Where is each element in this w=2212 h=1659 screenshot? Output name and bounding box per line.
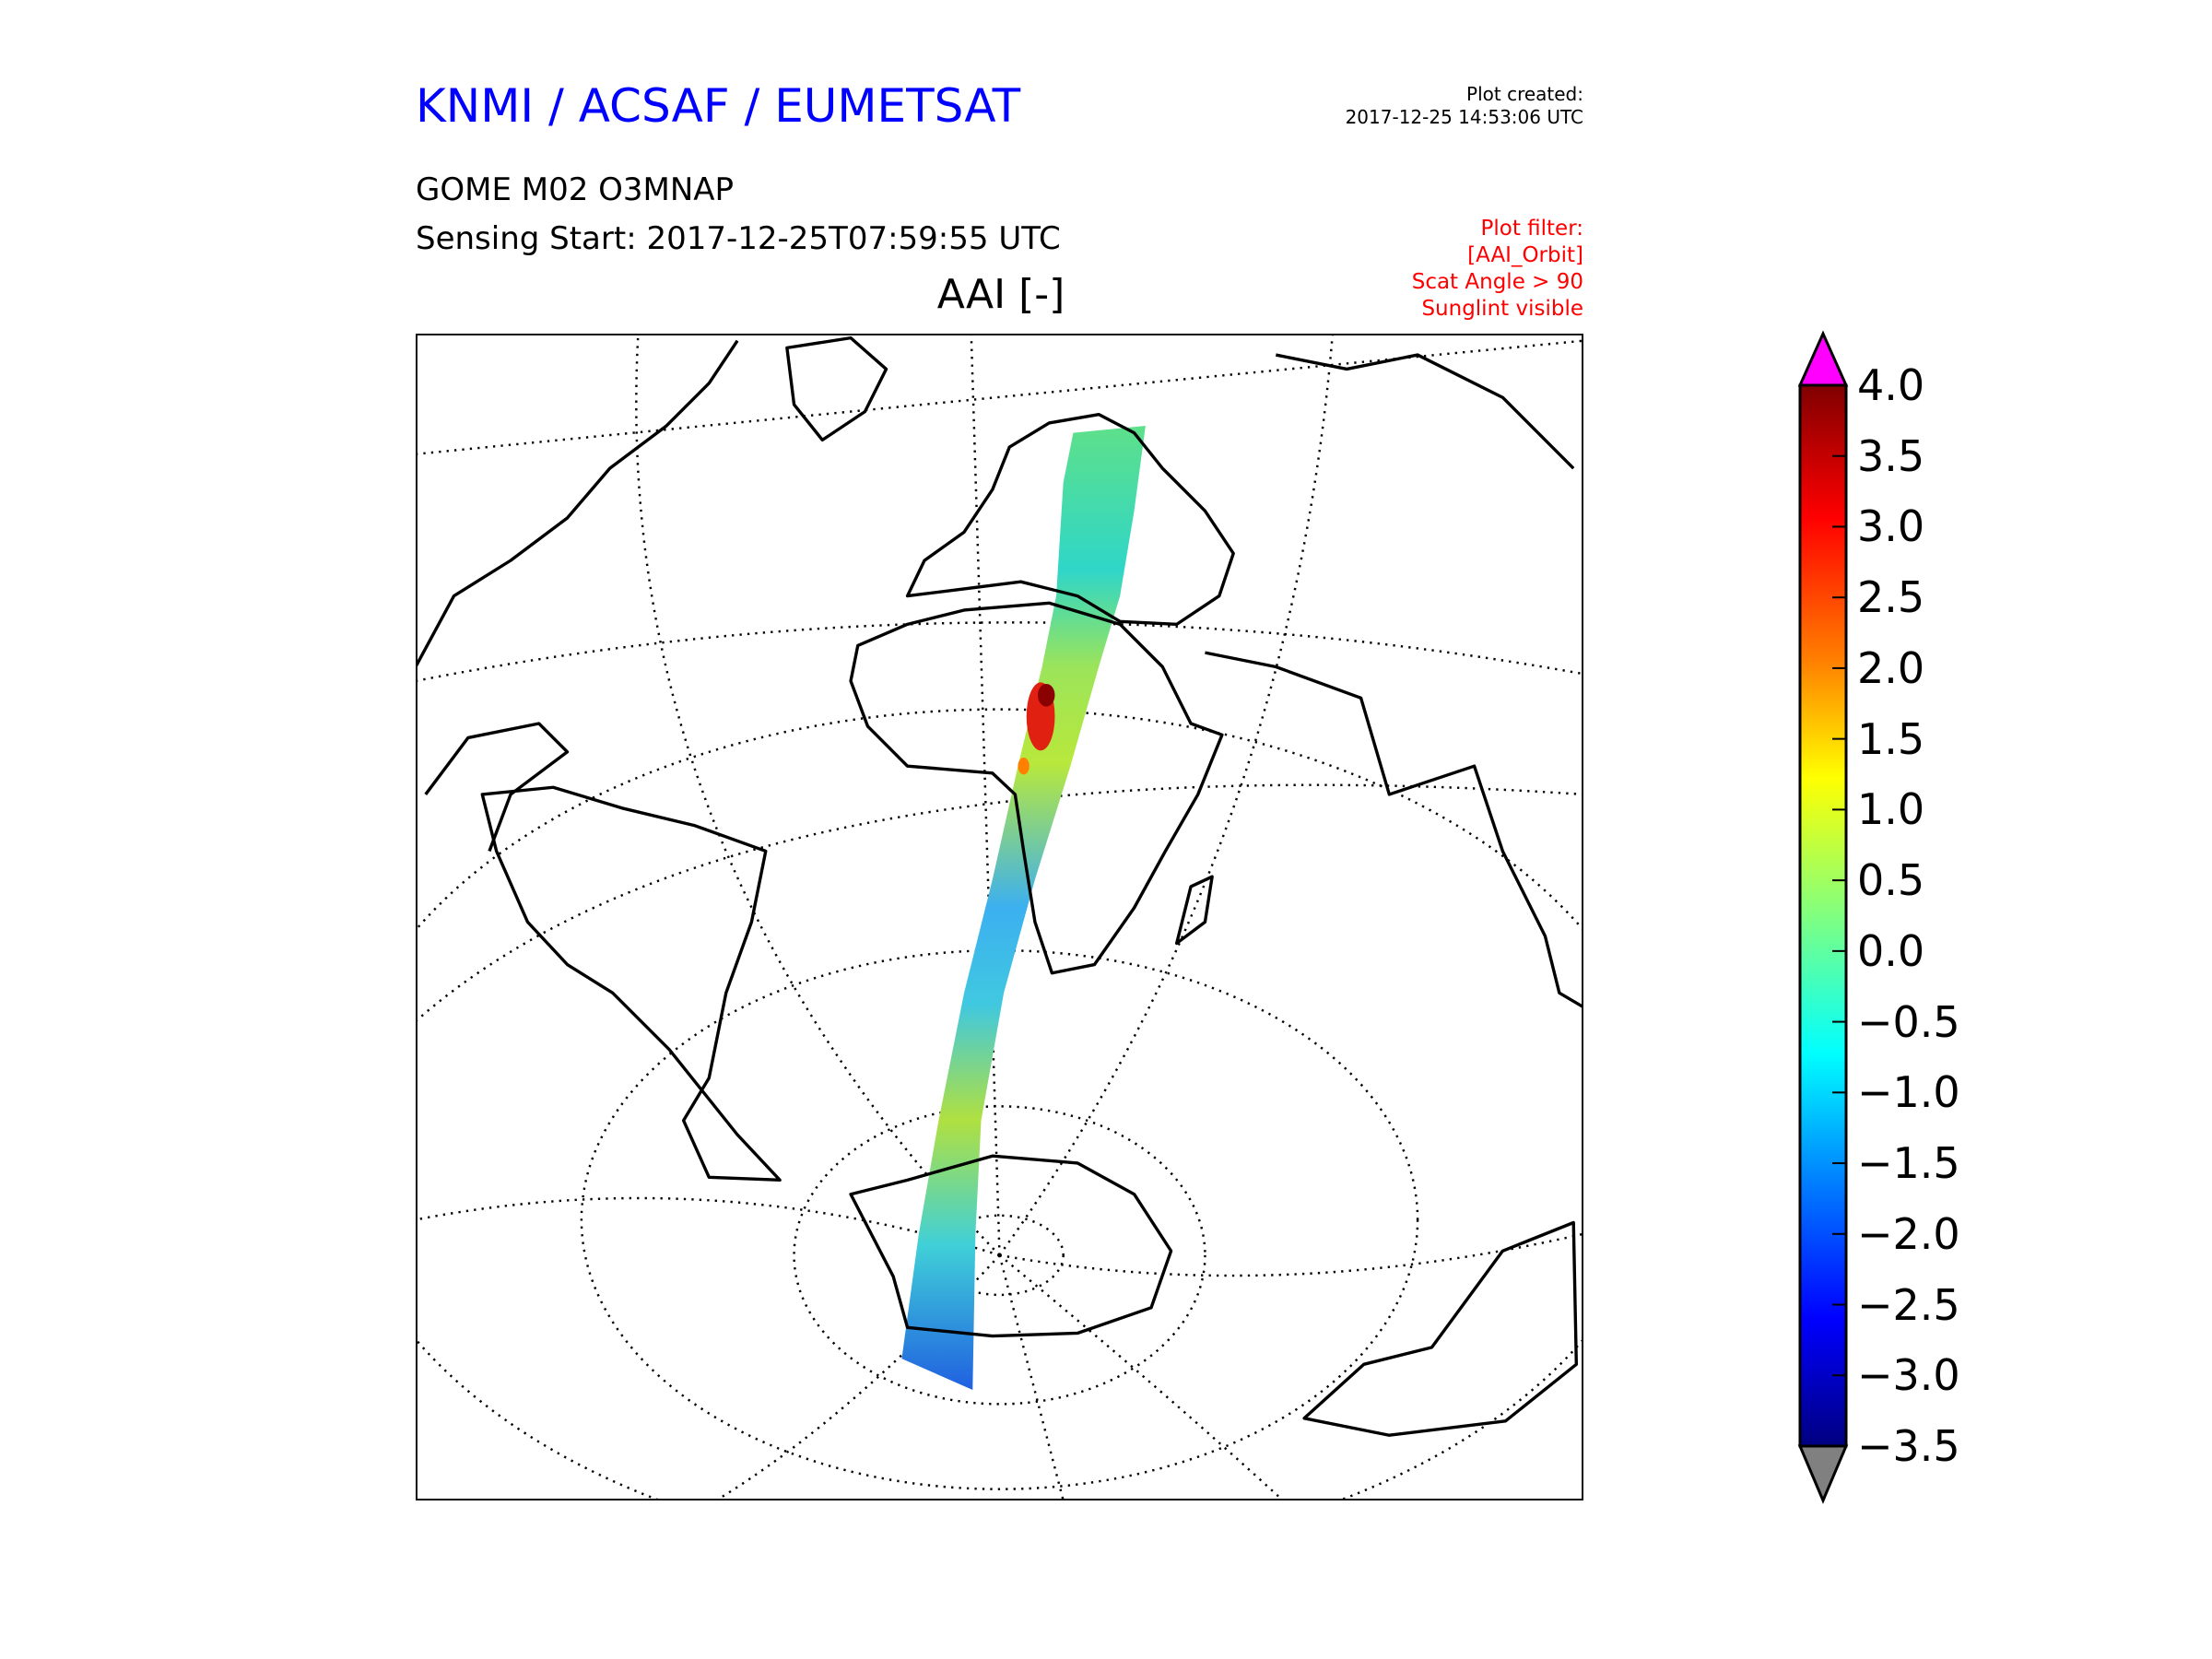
colorbar-gradient — [1798, 383, 1848, 1448]
madagascar-coast — [1175, 875, 1214, 946]
sensing-start: Sensing Start: 2017-12-25T07:59:55 UTC — [416, 220, 1061, 257]
colorbar-under-triangle — [1797, 1444, 1849, 1504]
colorbar-tick-label: −0.5 — [1857, 996, 1960, 1047]
filter-line: Plot filter: — [1480, 217, 1583, 241]
colorbar-tick-label: 1.5 — [1857, 713, 1925, 764]
antarctica-coast — [849, 1154, 1173, 1338]
colorbar-tick-label: −1.0 — [1857, 1067, 1960, 1118]
south-america-coast — [480, 785, 782, 1182]
colorbar-tick-label: −3.0 — [1857, 1350, 1960, 1401]
north-america-coast — [416, 339, 739, 853]
colorbar-tick-label: 3.0 — [1857, 501, 1925, 552]
colorbar-tick-label: 4.0 — [1857, 360, 1925, 410]
coastlines — [416, 335, 1583, 1437]
orbit-swath — [901, 425, 1146, 1391]
colorbar-tick-label: −2.0 — [1857, 1208, 1960, 1259]
colorbar — [1797, 330, 1849, 1504]
filter-line: Sunglint visible — [1421, 297, 1583, 321]
product-name: GOME M02 O3MNAP — [416, 171, 735, 208]
graticule — [416, 334, 1583, 1500]
created-time: 2017-12-25 14:53:06 UTC — [1345, 106, 1583, 128]
organization-title: KNMI / ACSAF / EUMETSAT — [416, 79, 1021, 133]
australia-coast — [1302, 1220, 1579, 1437]
greenland-coast — [785, 335, 888, 442]
europe-coast — [905, 412, 1235, 627]
created-label: Plot created: — [1466, 83, 1583, 105]
plot-created: Plot created: 2017-12-25 14:53:06 UTC — [1346, 83, 1583, 129]
filter-line: [AAI_Orbit] — [1467, 243, 1583, 267]
africa-coast — [849, 601, 1224, 975]
colorbar-tick-label: −3.5 — [1857, 1421, 1960, 1471]
colorbar-tick-label: 0.5 — [1857, 855, 1925, 906]
colorbar-over-triangle — [1797, 330, 1849, 387]
colorbar-tick-label: 1.0 — [1857, 784, 1925, 835]
asia-coast — [1205, 353, 1583, 1009]
colorbar-tick-label: 3.5 — [1857, 430, 1925, 481]
colorbar-tick-label: 0.0 — [1857, 925, 1925, 976]
colorbar-tick-label: −1.5 — [1857, 1138, 1960, 1189]
filter-line: Scat Angle > 90 — [1411, 270, 1583, 294]
map-panel — [416, 334, 1583, 1500]
plot-filter: Plot filter: [AAI_Orbit] Scat Angle > 90… — [1412, 216, 1583, 323]
colorbar-tick-label: 2.0 — [1857, 642, 1925, 693]
colorbar-tick-label: 2.5 — [1857, 572, 1925, 623]
plot-title: AAI [-] — [936, 271, 1065, 318]
colorbar-tick-label: −2.5 — [1857, 1279, 1960, 1330]
